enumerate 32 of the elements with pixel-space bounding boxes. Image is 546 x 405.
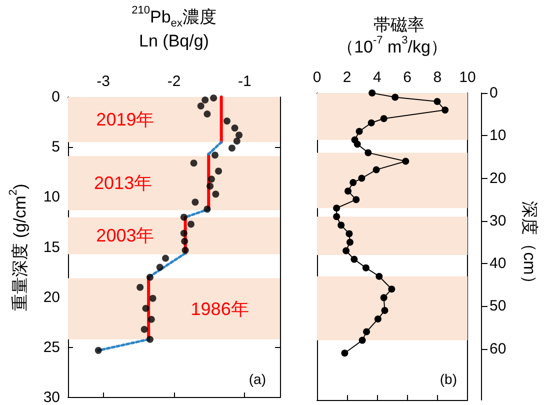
band-label: 2019年 [96,110,154,130]
y-tick-label: 25 [43,338,60,356]
x-tick-label: 6 [403,69,412,86]
x-tick-label: 10 [459,69,476,86]
annotation: (b) [440,371,457,387]
y-tick-label: 15 [43,238,60,256]
y-tick-label: 40 [490,255,506,272]
y-axis-title: 深度（cm） [520,201,539,292]
chart-title: 帯磁率 [374,16,424,34]
y-tick-label: 50 [490,298,506,315]
band-label: 2013年 [94,173,152,194]
x-tick-label: -2 [167,73,181,90]
band-label: 1986年 [190,298,249,319]
y-tick-label: 60 [490,340,506,358]
y-tick-label: 10 [490,127,506,144]
y-tick-label: 30 [490,212,506,230]
x-tick-label: 4 [373,69,382,86]
y-tick-label: 10 [43,188,60,206]
x-tick-label: -3 [96,73,110,90]
y-tick-label: 30 [43,389,60,405]
x-tick-label: 8 [433,69,442,86]
y-tick-label: 0 [490,84,498,102]
annotation: (a) [248,371,266,387]
x-tick-label: 2 [342,69,352,86]
y-tick-label: 20 [43,288,60,306]
y-axis-title: 重量深度 (g/cm2) [8,184,30,311]
y-tick-label: 20 [490,170,506,187]
band-label: 2003年 [96,226,154,246]
x-tick-label: 0 [312,69,322,86]
y-tick-label: 5 [52,138,60,156]
y-tick-label: 0 [52,88,60,106]
x-tick-label: -1 [238,73,252,90]
